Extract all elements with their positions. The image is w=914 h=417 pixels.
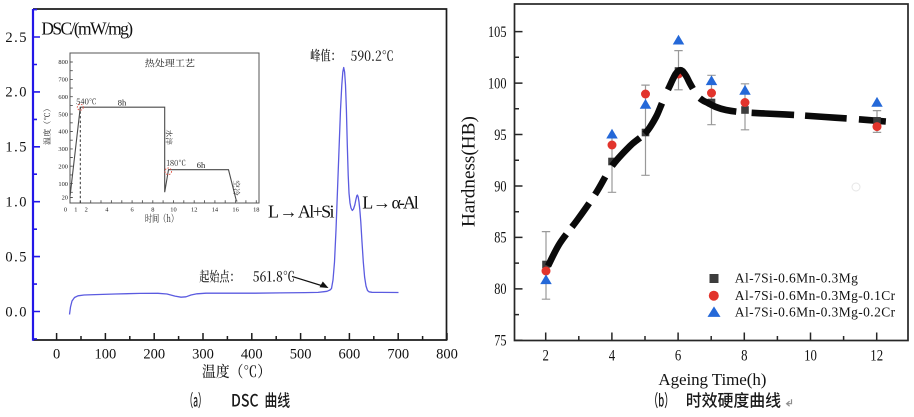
- svg-text:200: 200: [58, 163, 68, 170]
- svg-text:10: 10: [170, 207, 176, 214]
- svg-text:400: 400: [241, 347, 263, 363]
- svg-text:Al-7Si-0.6Mn-0.3Mg-0.2Cr: Al-7Si-0.6Mn-0.3Mg-0.2Cr: [735, 305, 896, 320]
- svg-text:18: 18: [253, 207, 259, 214]
- svg-text:0: 0: [64, 207, 67, 214]
- svg-text:8h: 8h: [118, 97, 127, 107]
- svg-text:DSC/(mW/mg): DSC/(mW/mg): [41, 18, 133, 38]
- svg-text:500: 500: [58, 111, 68, 118]
- svg-text:12: 12: [870, 347, 883, 365]
- svg-text:L → α-Al: L → α-Al: [362, 192, 419, 212]
- svg-text:500: 500: [290, 347, 312, 363]
- svg-text:300: 300: [58, 146, 68, 153]
- svg-text:600: 600: [339, 347, 361, 363]
- svg-text:0.5: 0.5: [5, 249, 28, 265]
- svg-text:10: 10: [804, 347, 817, 365]
- svg-text:2.0: 2.0: [5, 85, 28, 101]
- svg-text:1.5: 1.5: [5, 140, 28, 156]
- svg-text:8: 8: [151, 207, 154, 214]
- svg-text:16: 16: [232, 207, 238, 214]
- svg-text:6: 6: [675, 347, 681, 365]
- svg-text:4: 4: [105, 207, 109, 214]
- svg-text:0: 0: [53, 347, 60, 363]
- svg-text:14: 14: [212, 207, 219, 214]
- svg-text:1.0: 1.0: [5, 195, 28, 211]
- svg-text:300: 300: [192, 347, 214, 363]
- svg-text:80: 80: [494, 281, 506, 299]
- svg-text:100: 100: [58, 181, 68, 188]
- svg-text:2.5: 2.5: [5, 30, 28, 46]
- svg-text:600: 600: [58, 94, 68, 101]
- svg-text:6: 6: [130, 207, 133, 214]
- svg-text:400: 400: [58, 129, 68, 136]
- svg-text:2: 2: [543, 347, 549, 365]
- svg-text:100: 100: [95, 347, 117, 363]
- svg-text:4: 4: [609, 347, 616, 365]
- svg-text:20: 20: [62, 195, 68, 202]
- svg-text:800: 800: [436, 347, 458, 363]
- svg-text:L → Al+Si: L → Al+Si: [268, 201, 335, 221]
- svg-text:Al-7Si-0.6Mn-0.3Mg: Al-7Si-0.6Mn-0.3Mg: [735, 271, 858, 286]
- svg-text:800: 800: [58, 59, 68, 66]
- svg-text:Hardness(HB): Hardness(HB): [459, 116, 480, 227]
- svg-text:95: 95: [494, 126, 506, 144]
- svg-text:200: 200: [143, 347, 165, 363]
- svg-text:700: 700: [387, 347, 409, 363]
- svg-text:8: 8: [741, 347, 747, 365]
- svg-text:Al-7Si-0.6Mn-0.3Mg-0.1Cr: Al-7Si-0.6Mn-0.3Mg-0.1Cr: [735, 288, 896, 303]
- svg-text:100: 100: [488, 75, 506, 93]
- svg-text:105: 105: [488, 23, 506, 41]
- svg-text:6h: 6h: [197, 160, 206, 170]
- svg-text:85: 85: [494, 229, 506, 247]
- svg-text:75: 75: [494, 332, 506, 350]
- svg-text:700: 700: [58, 77, 68, 84]
- svg-text:1: 1: [74, 207, 77, 214]
- svg-text:90: 90: [494, 178, 506, 196]
- svg-text:12: 12: [191, 207, 197, 214]
- svg-text:2: 2: [85, 207, 88, 214]
- svg-text:0.0: 0.0: [5, 304, 28, 320]
- svg-text:Ageing Time(h): Ageing Time(h): [658, 370, 766, 389]
